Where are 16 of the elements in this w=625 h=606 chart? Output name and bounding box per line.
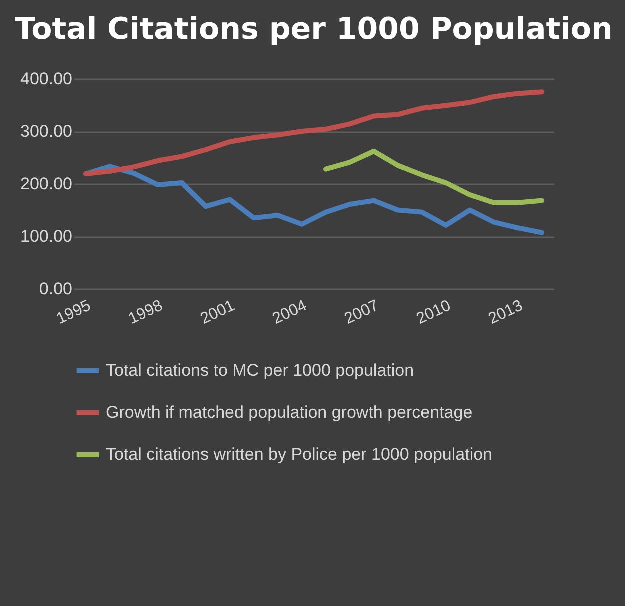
- legend-label: Growth if matched population growth percentage: [106, 403, 473, 422]
- chart-title: Total Citations per 1000 Population: [15, 12, 613, 47]
- x-tick-label: 2001: [198, 297, 238, 328]
- y-tick-label: 0.00: [39, 280, 72, 298]
- x-tick-label: 2010: [414, 297, 454, 328]
- y-tick-label: 400.00: [20, 70, 72, 88]
- y-tick-label: 200.00: [20, 174, 72, 194]
- x-tick-label: 1995: [54, 297, 94, 328]
- legend-label: Total citations written by Police per 1000 population: [106, 445, 493, 464]
- y-tick-label: 300.00: [20, 122, 72, 141]
- y-tick-label: 100.00: [20, 227, 72, 246]
- x-tick-label: 2004: [270, 297, 310, 328]
- legend-label: Total citations to MC per 1000 population: [106, 361, 414, 380]
- x-tick-label: 2007: [342, 297, 382, 328]
- x-tick-label: 2013: [486, 297, 526, 328]
- x-tick-label: 1998: [126, 297, 166, 328]
